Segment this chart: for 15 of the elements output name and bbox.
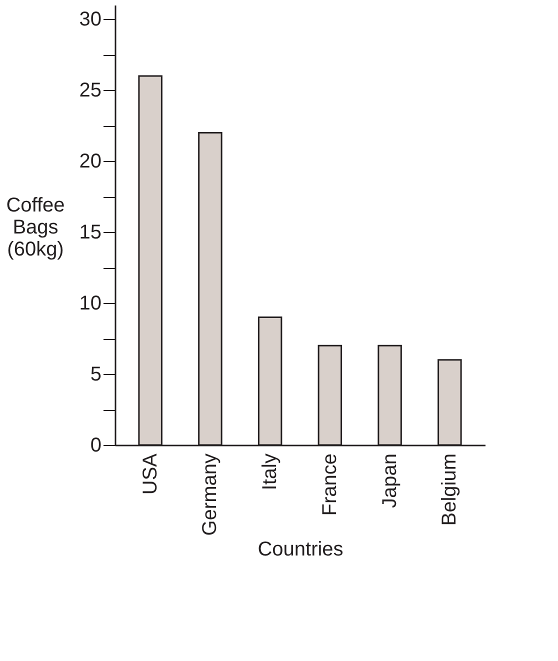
x-tick-label: France	[318, 454, 341, 516]
x-tick-label: Germany	[199, 454, 222, 536]
y-tick-label: 25	[79, 80, 102, 102]
y-tick-label: 0	[90, 434, 102, 456]
y-tick-label: 30	[79, 8, 102, 31]
y-tick-label: 5	[90, 364, 102, 386]
x-tick-label: Italy	[259, 454, 282, 490]
x-axis-title: Countries	[258, 538, 344, 561]
y-axis-title: Coffee Bags (60kg)	[6, 194, 65, 260]
x-tick-label: Japan	[378, 454, 401, 508]
y-tick-label: 20	[79, 150, 102, 173]
x-tick-label: USA	[139, 452, 162, 495]
x-tick-label: Belgium	[438, 454, 461, 526]
y-tick-label: 15	[79, 222, 102, 244]
y-tick-label: 10	[79, 292, 102, 315]
